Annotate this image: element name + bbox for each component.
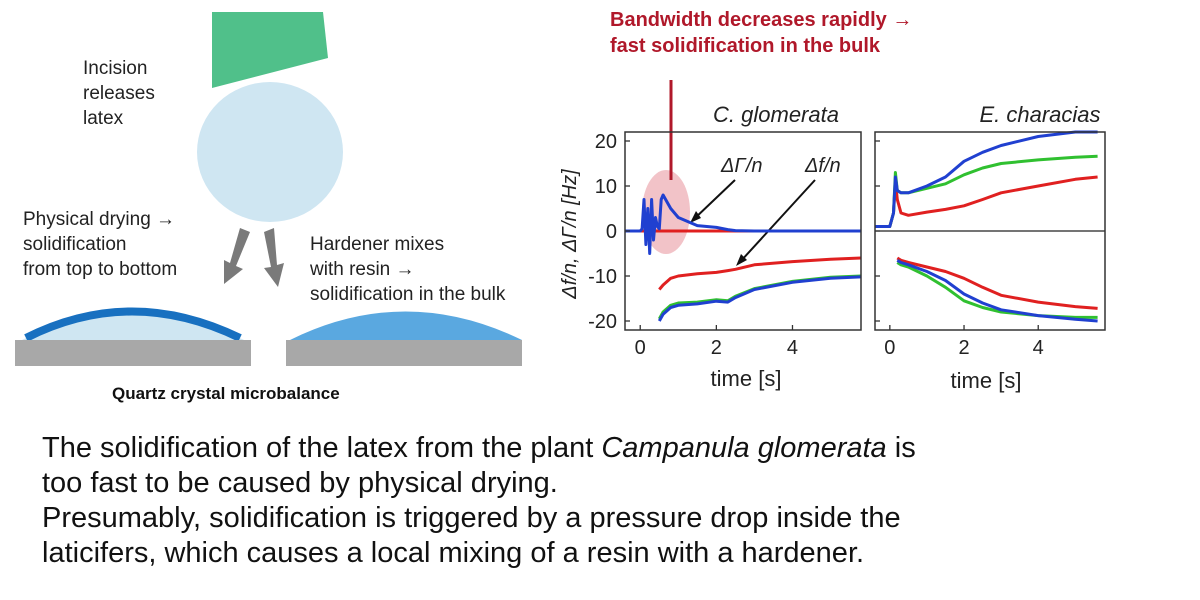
chart1-ytick-label: -20 [588, 311, 617, 333]
incision-line-2: releases [83, 83, 155, 104]
film-hardener [290, 311, 522, 340]
chart2-series-6 [896, 259, 1098, 323]
annotation-line-1: Bandwidth decreases rapidly → [610, 9, 913, 31]
delta-gamma-pointer-head [690, 211, 701, 223]
chart1-series-5 [625, 193, 861, 255]
physical-line-2: solidification [23, 234, 127, 255]
qcm-crystal-right [286, 340, 522, 366]
physical-line-3: from top to bottom [23, 259, 178, 280]
hardener-label: Hardener mixes with resin → solidificati… [310, 232, 505, 307]
delta-f-label: Δf/n [804, 155, 841, 177]
arrow-right [264, 228, 284, 287]
delta-f-pointer-head [736, 254, 747, 266]
delta-gamma-pointer [692, 179, 736, 221]
chart1-ytick-label: 0 [606, 221, 617, 243]
chart2-xtick-label: 2 [958, 337, 969, 359]
caption-line-1-start: The solidification of the latex from the… [42, 432, 602, 464]
delta-f-pointer [739, 179, 816, 263]
chart1-ytick-label: 20 [595, 131, 617, 153]
chart1-ytick-label: -10 [588, 266, 617, 288]
latex-illustration [15, 12, 522, 366]
chart2-xlabel: time [s] [951, 368, 1022, 393]
incision-line-1: Incision [83, 58, 148, 79]
latex-drop [197, 82, 343, 222]
caption-species: Campanula glomerata [601, 432, 887, 464]
physical-drying-label: Physical drying → solidification from to… [23, 207, 177, 282]
blade-shape [212, 12, 328, 88]
chart1-series-4 [657, 275, 862, 322]
incision-label: Incision releases latex [83, 56, 155, 131]
caption-line-1-end: is [886, 432, 916, 464]
caption-line-2: too fast to be caused by physical drying… [42, 467, 558, 499]
qcm-label: Quartz crystal microbalance [112, 384, 340, 403]
chart2-xtick-label: 0 [884, 337, 895, 359]
chart2-xtick-label: 4 [1033, 337, 1044, 359]
chart1-xtick-label: 2 [711, 337, 722, 359]
chart1-xtick-label: 0 [635, 337, 646, 359]
caption-line-1: The solidification of the latex from the… [42, 431, 916, 466]
chart2-title: E. characias [979, 102, 1100, 127]
chart2-series-4 [896, 256, 1098, 310]
hardener-line-1: Hardener mixes [310, 234, 445, 255]
caption: The solidification of the latex from the… [42, 431, 916, 571]
hardener-line-3: solidification in the bulk [310, 284, 506, 305]
chart1-xlabel: time [s] [711, 366, 782, 391]
chart1-series-3 [657, 274, 862, 320]
hardener-line-2: with resin → [310, 259, 415, 280]
chart1-xtick-label: 4 [787, 337, 798, 359]
caption-line-4: laticifers, which causes a local mixing … [42, 537, 865, 569]
annotation-line-2: fast solidification in the bulk [610, 35, 881, 57]
film-drying-crust [24, 307, 242, 342]
physical-line-1: Physical drying → [23, 209, 176, 230]
chart1-series-2 [658, 256, 862, 291]
qcm-charts: C. glomerata E. characias Δf/n, ΔΓ/n [Hz… [559, 80, 1106, 393]
caption-line-3: Presumably, solidification is triggered … [42, 502, 901, 534]
y-axis-label: Δf/n, ΔΓ/n [Hz] [559, 169, 581, 300]
delta-gamma-label: ΔΓ/n [720, 155, 763, 177]
chart2-series-1 [875, 175, 1098, 228]
chart1-title: C. glomerata [713, 102, 839, 127]
chart1-ytick-label: 10 [595, 176, 617, 198]
arrow-left [224, 228, 250, 284]
bandwidth-annotation: Bandwidth decreases rapidly → fast solid… [610, 7, 912, 59]
qcm-crystal-left [15, 340, 251, 366]
chart2-series-3 [875, 130, 1098, 228]
incision-line-3: latex [83, 108, 124, 129]
